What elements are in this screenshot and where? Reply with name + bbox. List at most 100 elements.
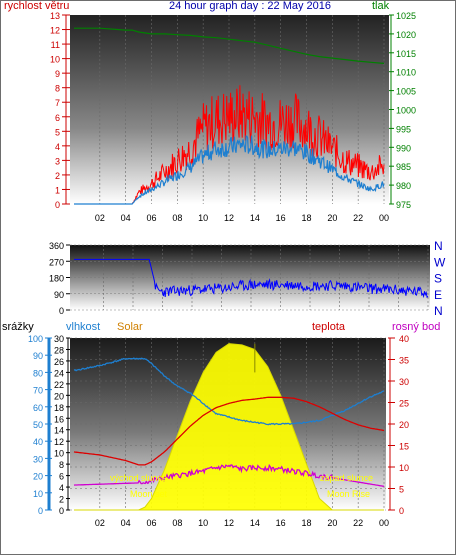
- direction-tick-label: 270: [49, 257, 64, 267]
- wind-axis-label: rychlost větru: [4, 0, 69, 12]
- env-x-tick-label: 18: [301, 518, 311, 528]
- wind-x-tick-label: 20: [327, 213, 337, 223]
- rain-tick-label: 80: [33, 368, 43, 378]
- wind-tick-label: 1: [55, 185, 60, 195]
- env-x-tick-label: 22: [353, 518, 363, 528]
- env-x-tick-label: 02: [95, 518, 105, 528]
- compass-label: E: [434, 288, 442, 302]
- wind-tick-label: 0: [55, 200, 60, 210]
- wind-tick-label: 3: [55, 156, 60, 166]
- humidity-axis-label: vlhkost: [66, 321, 100, 333]
- solar-tick-label: 6: [59, 472, 64, 482]
- wind-x-tick-label: 12: [224, 213, 234, 223]
- wind-tick-label: 4: [55, 142, 60, 152]
- wind-tick-label: 11: [51, 40, 60, 50]
- wind-x-tick-label: 14: [250, 213, 260, 223]
- data-marks: [73, 27, 429, 511]
- temperature-tick-label: 5: [399, 485, 404, 495]
- rain-tick-label: 60: [33, 403, 43, 413]
- humidity-series-line: [73, 357, 385, 426]
- pressure-tick-label: 985: [396, 162, 411, 172]
- wind-x-tick-label: 06: [146, 213, 156, 223]
- pressure-tick-label: 1015: [396, 49, 416, 59]
- solar-tick-label: 0: [59, 506, 64, 516]
- rain-tick-label: 70: [33, 386, 43, 396]
- direction-tick-label: 90: [54, 290, 64, 300]
- solar-tick-label: 18: [54, 403, 64, 413]
- rain-tick-label: 50: [33, 420, 43, 430]
- wind-tick-label: 9: [55, 69, 60, 79]
- solar-tick-label: 2: [59, 495, 64, 505]
- wind-gust-series-line: [74, 135, 385, 205]
- wind-tick-label: 6: [55, 113, 60, 123]
- gridlines: 0123456789101112139759809859909951000100…: [28, 11, 446, 528]
- solar-tick-label: 22: [54, 380, 64, 390]
- pressure-tick-label: 995: [396, 124, 411, 134]
- rain-tick-label: 90: [33, 351, 43, 361]
- temperature-tick-label: 25: [399, 399, 409, 409]
- moonset-label: Moon set: [130, 489, 168, 499]
- dewpoint-series-line: [73, 463, 385, 488]
- compass-label: W: [434, 255, 446, 269]
- wind-tick-label: 5: [55, 127, 60, 137]
- solar-area: [74, 343, 384, 511]
- pressure-tick-label: 1005: [396, 87, 416, 97]
- temperature-tick-label: 20: [399, 420, 409, 430]
- wind-tick-label: 7: [55, 98, 60, 108]
- pressure-tick-label: 1000: [396, 106, 416, 116]
- wind-tick-label: 8: [55, 84, 60, 94]
- solar-tick-label: 4: [59, 483, 64, 493]
- wind-x-tick-label: 16: [276, 213, 286, 223]
- env-x-tick-label: 12: [224, 518, 234, 528]
- solar-tick-label: 30: [54, 334, 64, 344]
- solar-tick-label: 24: [54, 368, 64, 378]
- env-x-tick-label: 08: [172, 518, 182, 528]
- chart-title: 24 hour graph day : 22 May 2016: [169, 0, 331, 12]
- pressure-axis-label: tlak: [372, 0, 390, 12]
- wind-x-tick-label: 22: [353, 213, 363, 223]
- pressure-tick-label: 975: [396, 200, 411, 210]
- wind-x-tick-label: 10: [198, 213, 208, 223]
- pressure-tick-label: 990: [396, 143, 411, 153]
- compass-label: S: [434, 272, 442, 286]
- wind-tick-label: 12: [50, 26, 60, 36]
- temperature-tick-label: 0: [399, 506, 404, 516]
- wind-tick-label: 2: [55, 171, 60, 181]
- rain-axis-label: srážky: [2, 321, 34, 333]
- direction-tick-label: 360: [49, 241, 64, 251]
- sunset-label: západ slunce: [320, 473, 373, 483]
- solar-tick-label: 8: [59, 460, 64, 470]
- rain-tick-label: 0: [38, 506, 43, 516]
- pressure-tick-label: 1010: [396, 68, 416, 78]
- solar-tick-label: 12: [54, 437, 64, 447]
- solar-tick-label: 16: [54, 414, 64, 424]
- rain-tick-label: 20: [33, 472, 43, 482]
- temperature-tick-label: 40: [399, 334, 409, 344]
- pressure-series-line: [74, 27, 385, 64]
- solar-tick-label: 26: [54, 357, 64, 367]
- compass-label: N: [434, 239, 443, 253]
- env-x-tick-label: 16: [276, 518, 286, 528]
- solar-tick-label: 10: [54, 449, 64, 459]
- solar-axis-label: Solar: [117, 321, 143, 333]
- env-x-tick-label: 10: [198, 518, 208, 528]
- env-x-tick-label: 06: [146, 518, 156, 528]
- env-x-tick-label: 20: [327, 518, 337, 528]
- wind-x-tick-label: 08: [172, 213, 182, 223]
- rain-tick-label: 100: [28, 334, 43, 344]
- pressure-tick-label: 1025: [396, 11, 416, 21]
- solar-tick-label: 14: [54, 426, 64, 436]
- temperature-tick-label: 15: [399, 442, 409, 452]
- env-x-tick-label: 14: [250, 518, 260, 528]
- temperature-axis-label: teplota: [312, 321, 346, 333]
- temperature-tick-label: 35: [399, 356, 409, 366]
- wind-x-tick-label: 00: [379, 213, 389, 223]
- direction-tick-label: 180: [49, 274, 64, 284]
- temperature-tick-label: 10: [399, 463, 409, 473]
- temperature-series-line: [73, 396, 385, 466]
- rain-tick-label: 30: [33, 454, 43, 464]
- pressure-tick-label: 1020: [396, 30, 416, 40]
- solar-tick-label: 28: [54, 345, 64, 355]
- temperature-tick-label: 30: [399, 377, 409, 387]
